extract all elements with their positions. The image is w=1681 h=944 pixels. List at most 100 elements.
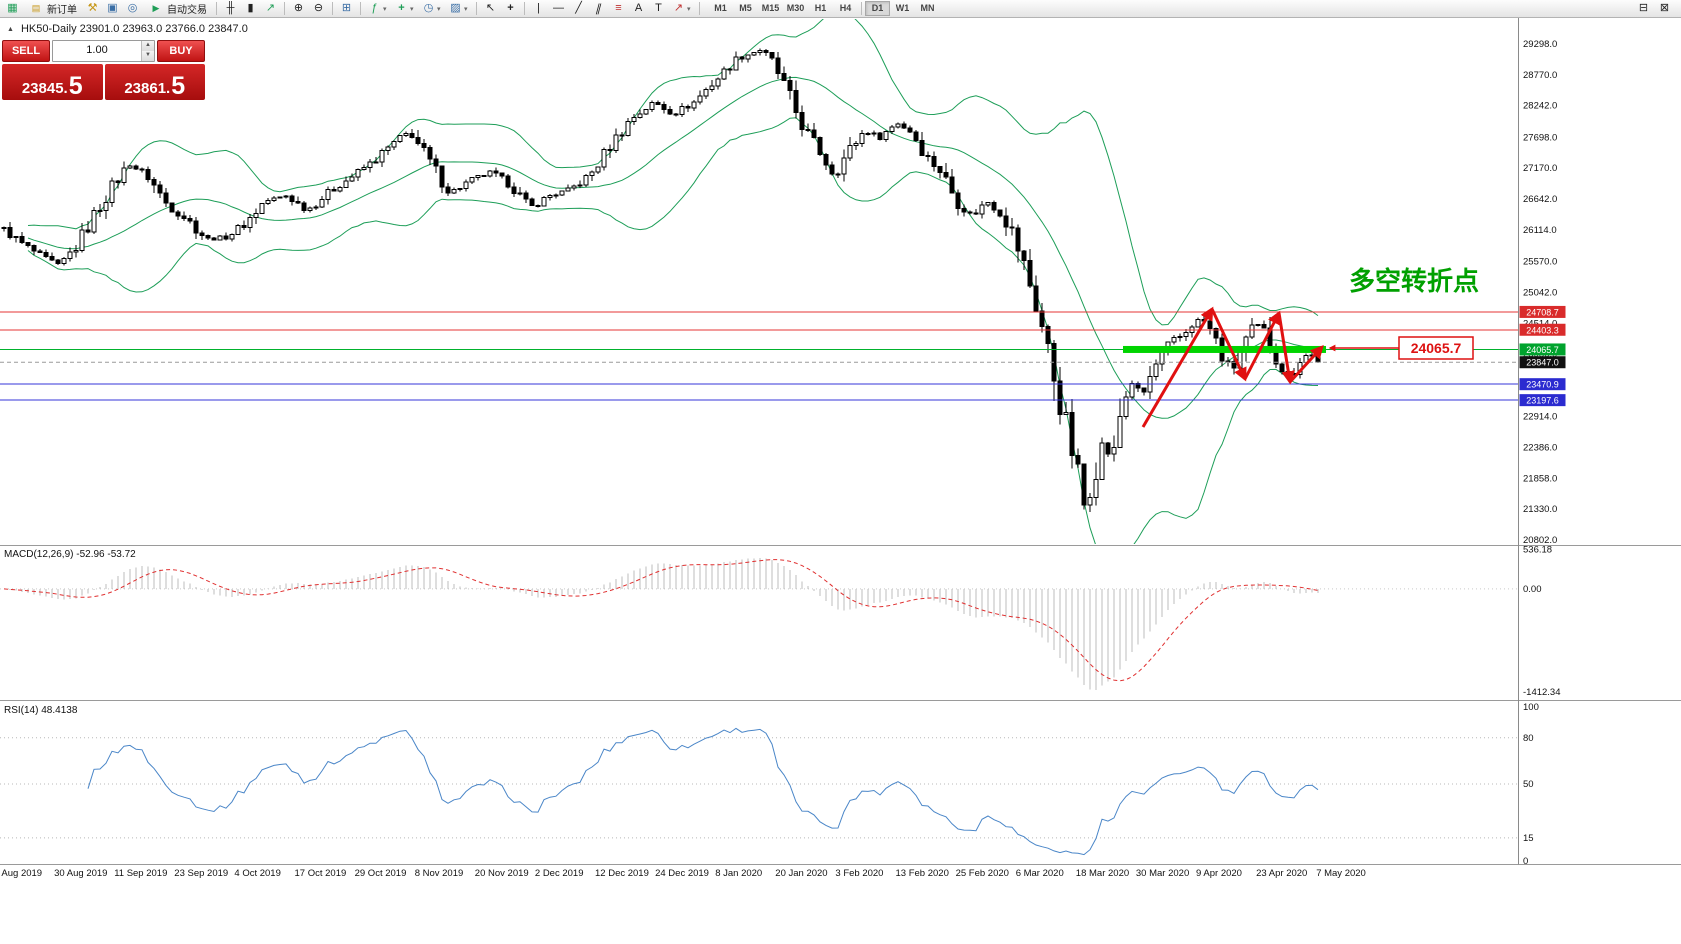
green-band[interactable]: [1123, 345, 1326, 353]
macd-panel: [0, 558, 1518, 690]
terminal-icon[interactable]: ▦: [7, 2, 18, 14]
text-icon[interactable]: A: [634, 2, 643, 14]
date-label: 18 Mar 2020: [1076, 868, 1129, 879]
new-order-button[interactable]: ▤ 新订单: [23, 1, 82, 17]
date-label: 25 Feb 2020: [956, 868, 1009, 879]
sell-button[interactable]: SELL: [2, 40, 50, 62]
market-watch-icon[interactable]: ▣: [107, 2, 118, 14]
date-label: 7 May 2020: [1316, 868, 1366, 879]
auto-scroll-icon[interactable]: ⊠: [1659, 2, 1670, 14]
templates-caret-icon[interactable]: ▾: [464, 5, 468, 13]
templates-icon[interactable]: ▨: [450, 2, 461, 14]
horizontal-line-icon[interactable]: —: [553, 2, 564, 14]
autotrading-icon: ▶: [152, 3, 160, 13]
date-label: 13 Feb 2020: [896, 868, 949, 879]
buy-price-button[interactable]: 23861. 5: [104, 64, 205, 100]
date-label: 17 Oct 2019: [295, 868, 347, 879]
toolbar-separator: [284, 2, 285, 15]
date-label: 4 Oct 2019: [234, 868, 280, 879]
macd-scale-label: 0.00: [1523, 584, 1542, 595]
arrows-caret-icon[interactable]: ▾: [687, 5, 691, 13]
buy-button[interactable]: BUY: [157, 40, 205, 62]
price-scale-label: 22386.0: [1523, 443, 1557, 454]
volume-value[interactable]: 1.00: [86, 44, 108, 56]
bollinger-middle: [27, 76, 1319, 419]
date-label: 24 Dec 2019: [655, 868, 709, 879]
channel-icon[interactable]: ∥: [594, 2, 603, 14]
svg-text:24708.7: 24708.7: [1526, 307, 1559, 317]
arrows-icon[interactable]: ↗: [673, 2, 684, 14]
price-scale-label: 21858.0: [1523, 473, 1557, 484]
price-scale-label: 20802.0: [1523, 535, 1557, 546]
date-label: 2 Dec 2019: [535, 868, 584, 879]
timeframe-H1[interactable]: H1: [814, 3, 827, 13]
price-scale[interactable]: 29298.0 28770.0 28242.0 27698.0 27170.0 26642…: [1519, 39, 1566, 546]
price-badge: 23197.6: [1519, 394, 1566, 407]
strategy-tester-icon[interactable]: ◎: [127, 2, 138, 14]
date-axis[interactable]: 0 Aug 2019 30 Aug 2019 11 Sep 2019 23 Sep 2…: [0, 868, 1366, 879]
rsi-scale-label: 80: [1523, 733, 1534, 744]
price-scale-label: 25570.0: [1523, 257, 1557, 268]
periods-caret-icon[interactable]: ▾: [437, 5, 441, 13]
add-object-icon[interactable]: +: [398, 2, 405, 14]
timeframe-W1[interactable]: W1: [895, 3, 910, 13]
timeframe-D1[interactable]: D1: [865, 1, 890, 16]
periods-icon[interactable]: ◷: [423, 2, 434, 14]
main-toolbar: ▦ ▤ 新订单 ⚒ ▣ ◎ ▶ 自动交易 ╫ ▮ ↗ ⊕ ⊖ ⊞ ƒ ▾ + ▾…: [0, 0, 1681, 18]
zoom-in-icon[interactable]: ⊕: [293, 2, 304, 14]
symbol-marker-icon: ▲: [7, 25, 14, 33]
indicators-icon[interactable]: ƒ: [371, 2, 378, 14]
rsi-scale-label: 50: [1523, 779, 1534, 790]
chart-ohlc-title: ▲ HK50-Daily 23901.0 23963.0 23766.0 238…: [7, 23, 248, 35]
macd-scale-label: -1412.34: [1523, 687, 1561, 698]
price-scale-label: 26642.0: [1523, 194, 1557, 205]
price-callout[interactable]: 24065.7: [1328, 336, 1474, 360]
turning-point-annotation[interactable]: 多空转折点: [1349, 266, 1479, 296]
add-object-caret-icon[interactable]: ▾: [410, 5, 414, 13]
line-chart-icon[interactable]: ↗: [265, 2, 276, 14]
date-label: 30 Mar 2020: [1136, 868, 1189, 879]
timeframe-M1[interactable]: M1: [714, 3, 727, 13]
zigzag-arrows[interactable]: [1141, 306, 1324, 428]
rsi-panel: [0, 727, 1518, 856]
trendline-icon[interactable]: ╱: [575, 2, 582, 14]
timeframe-M5[interactable]: M5: [739, 3, 752, 13]
timeframe-H4[interactable]: H4: [839, 3, 852, 13]
date-label: 8 Nov 2019: [415, 868, 464, 879]
date-label: 29 Oct 2019: [355, 868, 407, 879]
price-scale-label: 27698.0: [1523, 132, 1557, 143]
volume-up-icon[interactable]: ▲: [142, 41, 154, 51]
toolbar-separator: [699, 2, 700, 15]
fibonacci-icon[interactable]: ≡: [615, 2, 622, 14]
date-label: 6 Mar 2020: [1016, 868, 1064, 879]
crosshair-icon[interactable]: +: [507, 2, 514, 14]
text-label-icon[interactable]: T: [655, 2, 662, 14]
timeframe-M15[interactable]: M15: [761, 3, 780, 13]
volume-stepper[interactable]: 1.00 ▲ ▼: [52, 40, 155, 62]
tile-windows-icon[interactable]: ⊞: [341, 2, 352, 14]
chart-shift-icon[interactable]: ⊟: [1638, 2, 1649, 14]
timeframe-MN[interactable]: MN: [920, 3, 935, 13]
chart-area[interactable]: 24065.7 多空转折点 29298.0 28770.0 28242.0 27698.0…: [0, 18, 1681, 944]
bollinger-bands: [27, 19, 1319, 544]
price-scale-label: 28242.0: [1523, 101, 1557, 112]
bar-chart-icon[interactable]: ╫: [226, 2, 235, 14]
candlestick-icon[interactable]: ▮: [247, 2, 254, 14]
one-click-trading-panel: SELL 1.00 ▲ ▼ BUY 23845. 5 23861. 5: [2, 40, 205, 100]
svg-text:23470.9: 23470.9: [1526, 380, 1559, 390]
sell-price-big-digit: 5: [68, 71, 83, 100]
price-badge: 23847.0: [1519, 356, 1566, 369]
date-label: 8 Jan 2020: [715, 868, 762, 879]
indicators-caret-icon[interactable]: ▾: [383, 5, 387, 13]
cursor-icon[interactable]: ↖: [485, 2, 496, 14]
vertical-line-icon[interactable]: |: [537, 2, 540, 14]
volume-down-icon[interactable]: ▼: [142, 51, 154, 61]
zoom-out-icon[interactable]: ⊖: [313, 2, 324, 14]
price-badge: 24065.7: [1519, 343, 1566, 356]
sell-price-button[interactable]: 23845. 5: [2, 64, 103, 100]
date-label: 23 Apr 2020: [1256, 868, 1307, 879]
metaeditor-icon[interactable]: ⚒: [87, 2, 98, 14]
autotrading-button[interactable]: ▶ 自动交易: [143, 1, 212, 17]
timeframe-M30[interactable]: M30: [786, 3, 805, 13]
date-label: 20 Jan 2020: [775, 868, 827, 879]
